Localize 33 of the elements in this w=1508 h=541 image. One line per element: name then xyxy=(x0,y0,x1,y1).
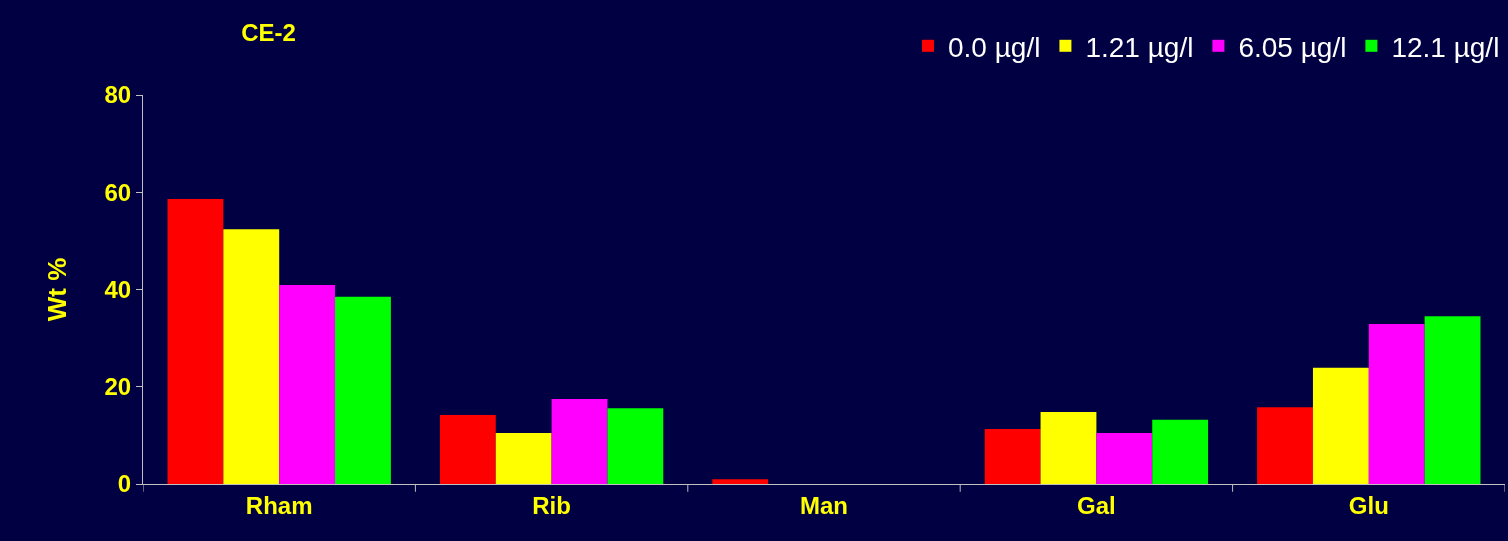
chart-title: CE-2 xyxy=(241,19,296,47)
bar xyxy=(1040,412,1097,484)
legend-label: 6.05 µg/l xyxy=(1238,31,1347,63)
x-tick-label: Rib xyxy=(532,491,571,519)
bar xyxy=(607,408,664,484)
legend-label: 12.1 µg/l xyxy=(1391,31,1500,63)
bar xyxy=(335,296,391,484)
y-tick-label: 40 xyxy=(104,275,132,303)
x-tick-label: Gal xyxy=(1077,491,1116,519)
bar xyxy=(167,199,224,484)
bar xyxy=(984,429,1041,484)
legend-label: 1.21 µg/l xyxy=(1085,31,1194,63)
bar xyxy=(279,285,336,484)
legend-label: 0.0 µg/l xyxy=(948,31,1041,63)
x-tick-label: Glu xyxy=(1348,491,1389,519)
bar xyxy=(1257,407,1313,484)
y-tick-label: 60 xyxy=(104,178,132,206)
bar xyxy=(1152,419,1209,484)
y-axis-title: Wt % xyxy=(41,257,72,322)
bar xyxy=(1312,367,1369,484)
bar xyxy=(1368,324,1425,484)
bar xyxy=(1096,432,1153,484)
bar xyxy=(712,479,769,484)
bar xyxy=(1424,316,1481,484)
bar xyxy=(551,398,608,484)
y-tick-label: 80 xyxy=(104,81,132,109)
x-tick-label: Man xyxy=(800,491,848,519)
bar xyxy=(223,229,280,484)
y-tick-label: 0 xyxy=(117,470,132,498)
bar xyxy=(495,432,552,484)
y-tick-label: 20 xyxy=(104,373,132,401)
bar xyxy=(439,414,496,484)
x-tick-label: Rham xyxy=(245,491,313,519)
